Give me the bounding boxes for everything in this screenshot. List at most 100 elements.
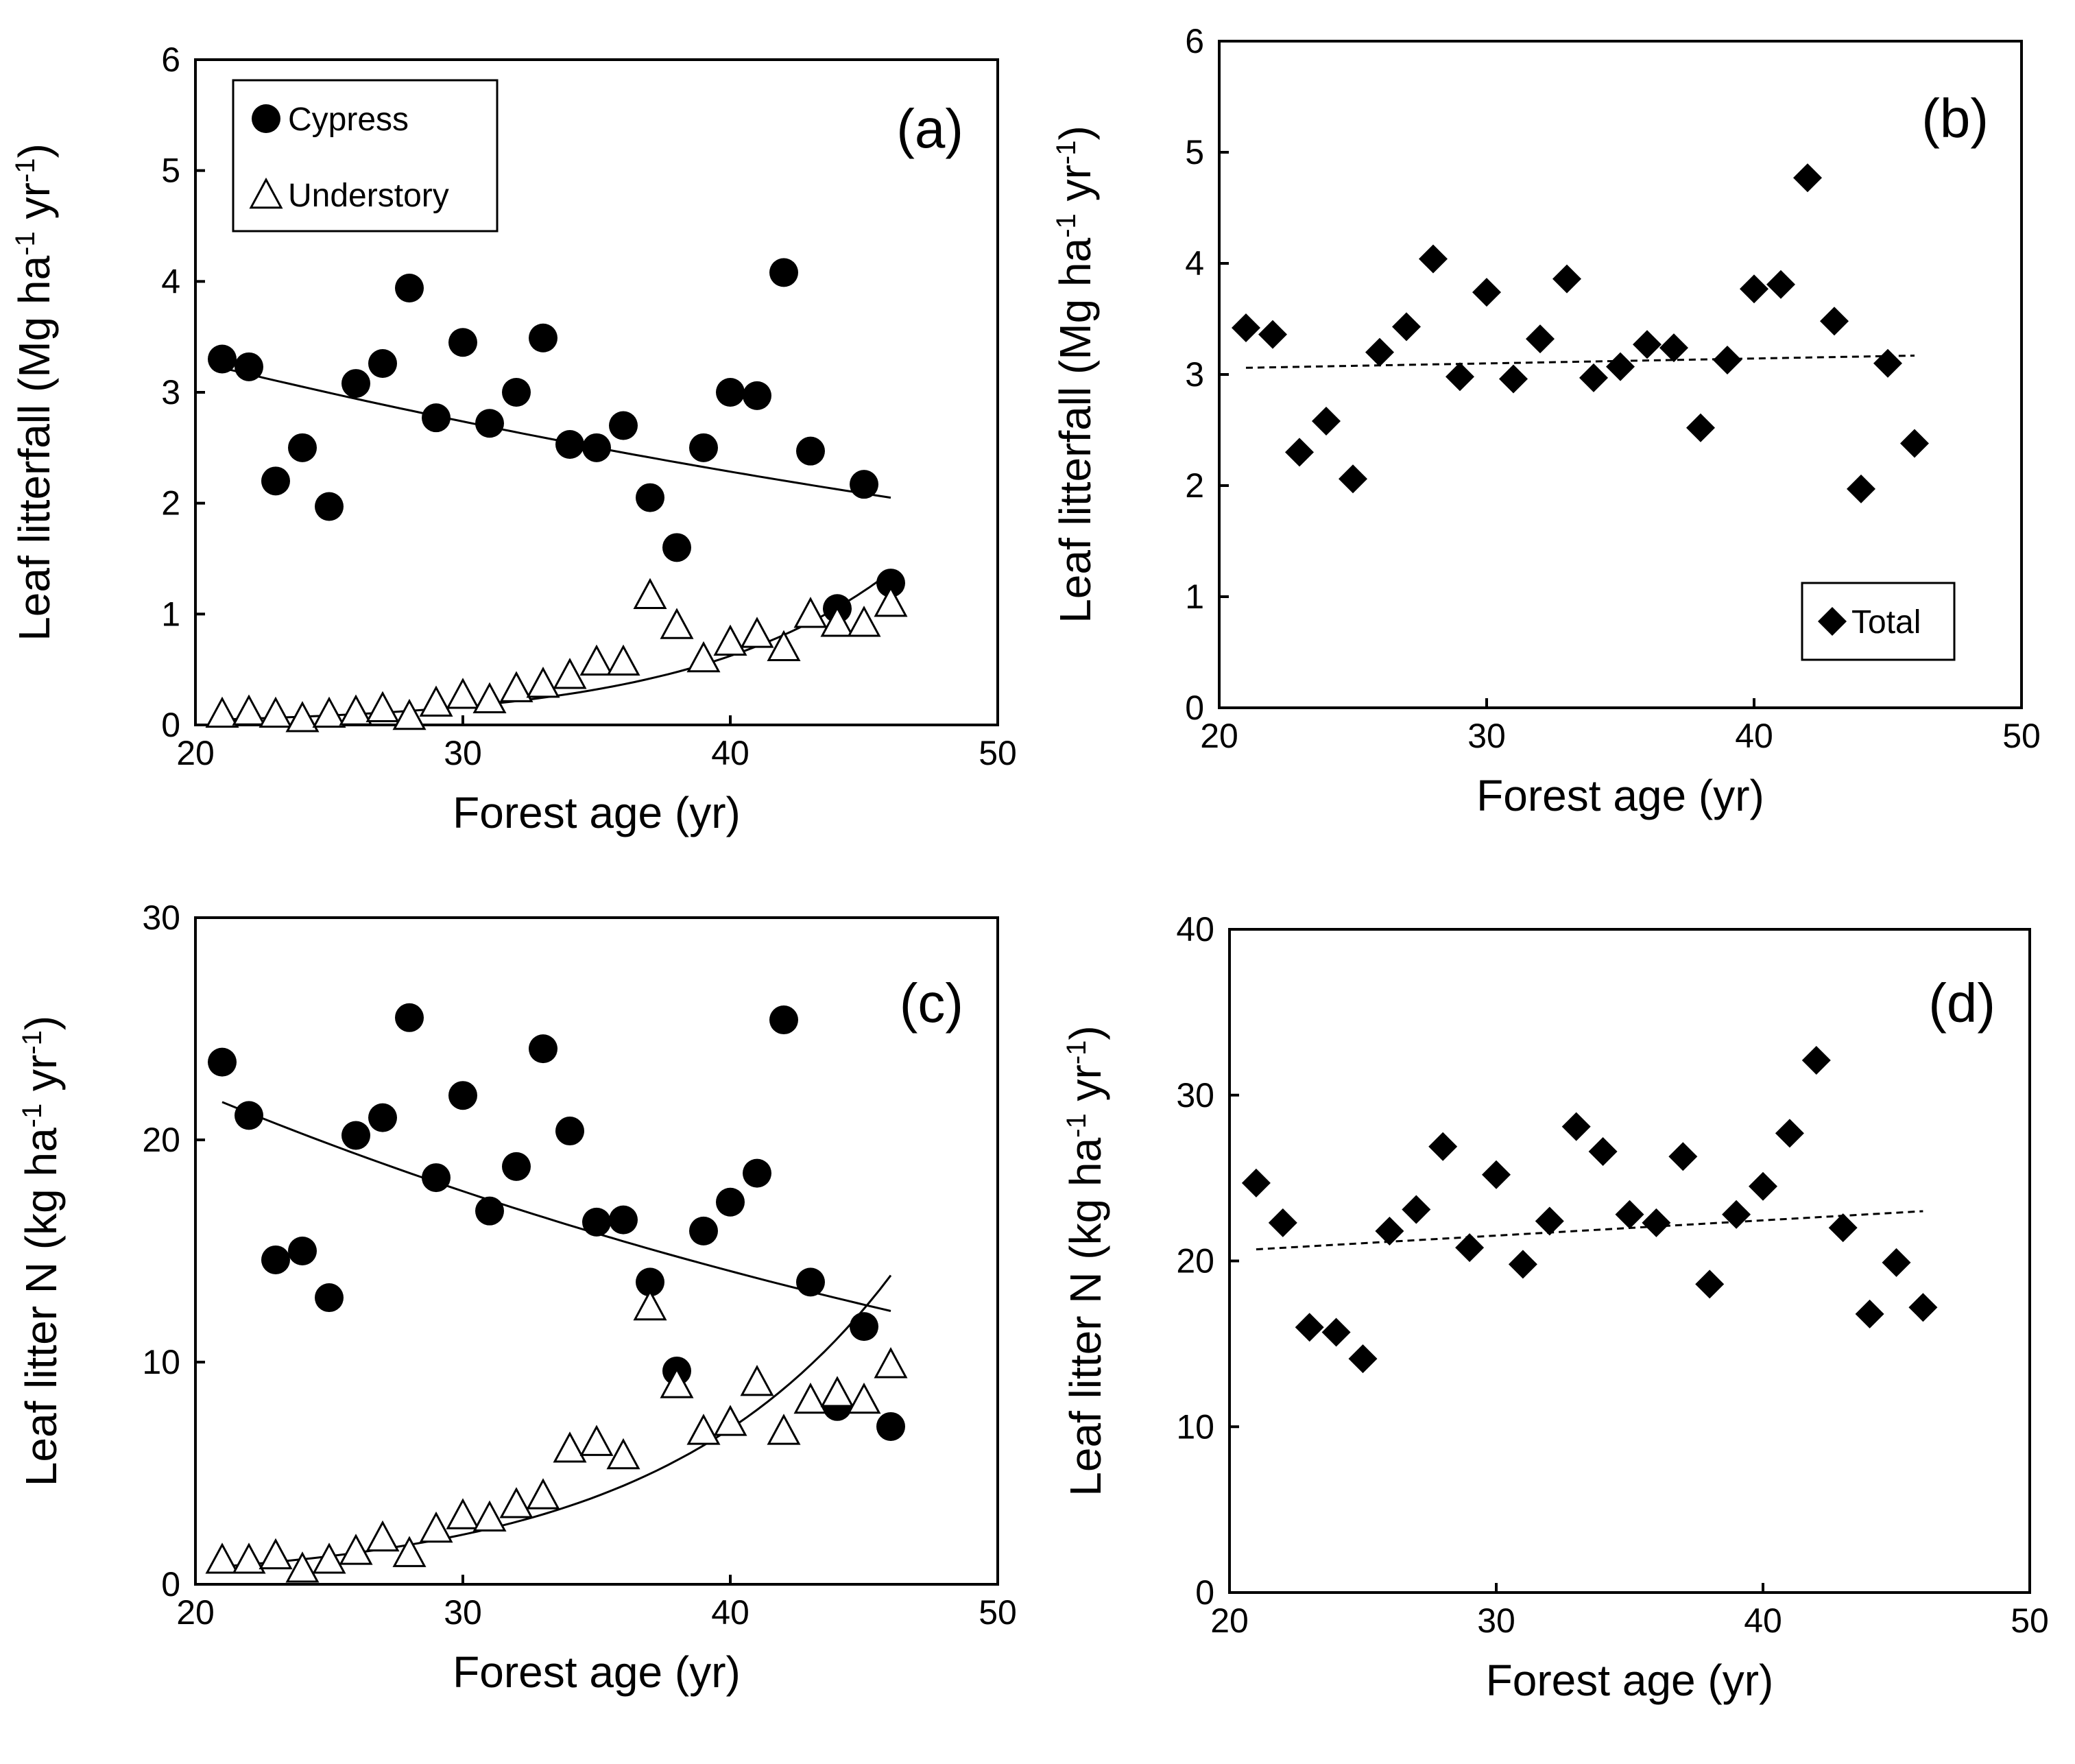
data-point xyxy=(1241,1168,1271,1197)
data-point xyxy=(1561,1112,1591,1141)
legend-label: Total xyxy=(1851,604,1921,641)
data-point xyxy=(579,644,614,676)
data-point xyxy=(392,698,427,730)
x-tick-label: 30 xyxy=(444,1593,482,1632)
data-point xyxy=(713,1405,747,1436)
y-axis-title-part: ) xyxy=(1061,1025,1110,1040)
data-point xyxy=(1695,1270,1725,1299)
data-point xyxy=(716,1187,745,1217)
y-axis-title-superscript: -1 xyxy=(10,158,40,183)
y-axis-title: Leaf litterfall (Mg ha-1 yr-1) xyxy=(1051,126,1100,623)
data-point xyxy=(555,1117,584,1146)
data-point xyxy=(1552,264,1581,294)
data-point xyxy=(796,1267,825,1297)
data-point xyxy=(716,378,745,407)
y-tick-label: 20 xyxy=(142,1121,180,1159)
legend-marker xyxy=(1818,607,1847,636)
data-point xyxy=(259,696,293,728)
data-point xyxy=(205,696,239,728)
y-tick-label: 0 xyxy=(1195,1573,1214,1612)
data-point xyxy=(1392,312,1421,342)
y-tick-label: 10 xyxy=(142,1343,180,1381)
data-point xyxy=(1713,345,1742,374)
series-understory xyxy=(205,1274,908,1583)
data-point xyxy=(1615,1200,1644,1229)
data-point xyxy=(529,1034,557,1064)
data-point xyxy=(1375,1216,1404,1245)
x-tick-label: 40 xyxy=(1735,717,1773,755)
data-point xyxy=(205,1542,239,1574)
data-point xyxy=(1740,274,1768,304)
data-point xyxy=(1801,1045,1831,1075)
y-tick-label: 30 xyxy=(142,898,180,937)
data-point xyxy=(1348,1344,1378,1374)
data-point xyxy=(767,630,801,662)
data-point xyxy=(555,429,584,459)
data-point xyxy=(502,378,531,407)
data-point xyxy=(315,1283,344,1313)
data-point xyxy=(419,685,453,717)
data-point xyxy=(208,1047,237,1077)
data-point xyxy=(339,694,373,726)
data-point xyxy=(686,641,721,673)
data-point xyxy=(1775,1119,1804,1148)
data-point xyxy=(1312,407,1341,436)
data-point xyxy=(1588,1136,1618,1166)
legend: Cypress Understory xyxy=(232,79,499,233)
x-tick-label: 40 xyxy=(711,1593,749,1632)
data-point xyxy=(769,258,798,287)
x-tick-label: 50 xyxy=(2002,717,2041,755)
y-axis-title-part: ) xyxy=(1051,126,1100,140)
data-point xyxy=(793,1382,828,1414)
series-total xyxy=(1232,163,1929,503)
data-point xyxy=(874,586,908,617)
data-point xyxy=(446,678,480,709)
data-point xyxy=(1285,438,1314,467)
data-point xyxy=(235,1101,263,1130)
data-point xyxy=(660,608,694,639)
y-axis-title-part: ) xyxy=(10,143,59,158)
data-point xyxy=(582,1207,611,1237)
y-tick-label: 40 xyxy=(1176,910,1214,949)
data-point xyxy=(1295,1313,1324,1342)
data-point xyxy=(475,409,504,438)
data-point xyxy=(1339,464,1367,494)
y-axis-title-superscript: -1 xyxy=(17,1030,47,1055)
data-point xyxy=(261,466,290,496)
data-point xyxy=(341,369,370,398)
y-tick-label: 1 xyxy=(1185,577,1204,616)
data-point xyxy=(472,682,507,714)
panel-c: 20 30 40 50 0 10 20 30 Forest age (yr) Leaf litte… xyxy=(16,898,1017,1697)
data-point xyxy=(341,1121,370,1150)
data-point xyxy=(1526,324,1555,354)
x-tick-label: 20 xyxy=(176,1593,215,1632)
data-point xyxy=(1642,1208,1671,1237)
y-axis-title-part: Leaf litter N (kg ha xyxy=(16,1128,66,1486)
y-tick-label: 5 xyxy=(1185,133,1204,171)
panel-label: (c) xyxy=(900,973,963,1034)
data-point xyxy=(1268,1208,1297,1237)
data-point xyxy=(847,606,881,637)
y-axis-title: Leaf litter N (kg ha-1 yr-1) xyxy=(1061,1025,1110,1496)
x-tick-label: 50 xyxy=(979,734,1017,772)
data-point xyxy=(767,1414,801,1445)
data-point xyxy=(448,328,477,357)
data-point xyxy=(232,1542,266,1574)
data-point xyxy=(1900,429,1929,458)
y-tick-label: 4 xyxy=(161,262,180,300)
data-point xyxy=(1828,1213,1858,1243)
y-axis-title: Leaf litterfall (Mg ha-1 yr-1) xyxy=(10,143,59,641)
data-point xyxy=(1633,330,1662,359)
trend-line xyxy=(1256,1210,1923,1251)
data-point xyxy=(740,617,774,648)
data-point xyxy=(1659,333,1688,363)
panel-label: (a) xyxy=(896,98,963,159)
series-total xyxy=(1241,1045,1938,1374)
y-tick-label: 4 xyxy=(1185,244,1204,283)
data-point xyxy=(1579,363,1608,392)
data-point xyxy=(232,694,266,726)
data-point xyxy=(1766,270,1795,299)
x-axis-title: Forest age (yr) xyxy=(453,1647,741,1697)
data-point xyxy=(743,381,771,410)
